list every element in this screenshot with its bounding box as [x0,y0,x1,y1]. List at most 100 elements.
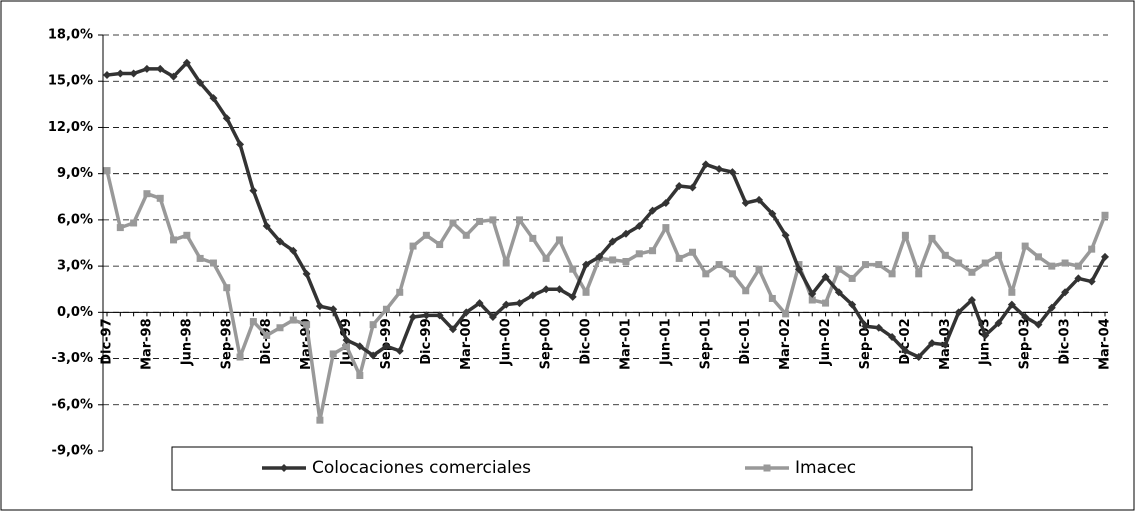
legend: Colocaciones comerciales Imacec [262,458,856,478]
marker [901,346,910,355]
marker [981,259,989,267]
x-tick-label: Mar-02 [778,318,793,370]
marker [715,261,723,269]
marker [502,259,510,267]
marker [116,224,124,232]
marker [928,339,937,348]
marker [835,265,843,273]
marker [968,268,976,276]
marker [435,311,444,320]
marker [196,78,205,87]
legend-label: Colocaciones comerciales [312,458,531,478]
marker [289,316,297,324]
marker [1061,288,1070,297]
marker [768,294,776,302]
marker [555,236,563,244]
y-tick-label: -3,0% [52,351,93,366]
marker [369,321,377,329]
marker [396,288,404,296]
marker [289,246,298,255]
marker [143,190,151,198]
marker [142,64,151,73]
y-tick-label: 6,0% [57,212,93,227]
marker [409,312,418,321]
marker [303,321,311,329]
marker [915,270,923,278]
marker [280,464,288,472]
marker [462,308,471,317]
marker [1021,312,1030,321]
marker [1034,253,1042,261]
marker [582,260,591,269]
marker [183,231,191,239]
marker [103,167,111,175]
y-tick-label: 18,0% [48,28,93,43]
y-tick-label: 12,0% [48,120,93,135]
marker [209,94,218,103]
marker [808,289,817,298]
marker [568,292,577,301]
marker [648,206,657,215]
marker [1061,259,1069,267]
marker [382,305,390,313]
marker [516,216,524,224]
marker [409,242,417,250]
marker [249,318,257,326]
marker [462,231,470,239]
marker [262,222,271,231]
marker [1008,288,1016,296]
marker [941,251,949,259]
marker [569,265,577,273]
marker [529,234,537,242]
marker [742,287,750,295]
marker [1007,300,1016,309]
marker [302,269,311,278]
marker [209,259,217,267]
marker [555,285,564,294]
marker [994,319,1003,328]
y-tick-label: 0,0% [57,305,93,320]
x-tick-label: Sep-03 [1018,318,1033,369]
marker [595,252,604,261]
marker [635,222,644,231]
series-line [105,170,1107,422]
marker [649,247,657,255]
marker [821,272,830,281]
x-tick-label: Jun-98 [179,318,194,366]
x-tick-label: Mar-01 [618,318,633,370]
marker [728,270,736,278]
marker [675,181,684,190]
marker [329,305,338,314]
x-tick-label: Sep-00 [539,318,554,369]
marker [967,296,976,305]
marker [395,346,404,355]
marker [369,351,378,360]
marker [1074,274,1083,283]
x-tick-label: Sep-02 [858,318,873,369]
y-tick-label: 15,0% [48,74,93,89]
marker [1087,277,1096,286]
series-line [106,60,1107,359]
legend-label: Imacec [795,458,856,478]
marker [834,288,843,297]
marker [1101,211,1109,219]
x-tick-label: Jun-00 [499,318,514,366]
marker [688,248,696,256]
marker [329,350,337,358]
marker [1048,262,1056,270]
marker [702,270,710,278]
marker [422,231,430,239]
marker [236,353,244,361]
marker [249,186,258,195]
marker [448,325,457,334]
marker [422,311,431,320]
marker [861,322,870,331]
marker [861,261,869,269]
marker [755,195,764,204]
x-tick-label: Dic-03 [1058,318,1073,364]
marker [728,168,737,177]
grid: -9,0% -6,0% -3,0% 0,0% 3,0% 6,0% 9,0% 12,0% 15,0… [48,28,1113,459]
marker [528,291,537,300]
marker [502,300,511,309]
marker [608,237,617,246]
